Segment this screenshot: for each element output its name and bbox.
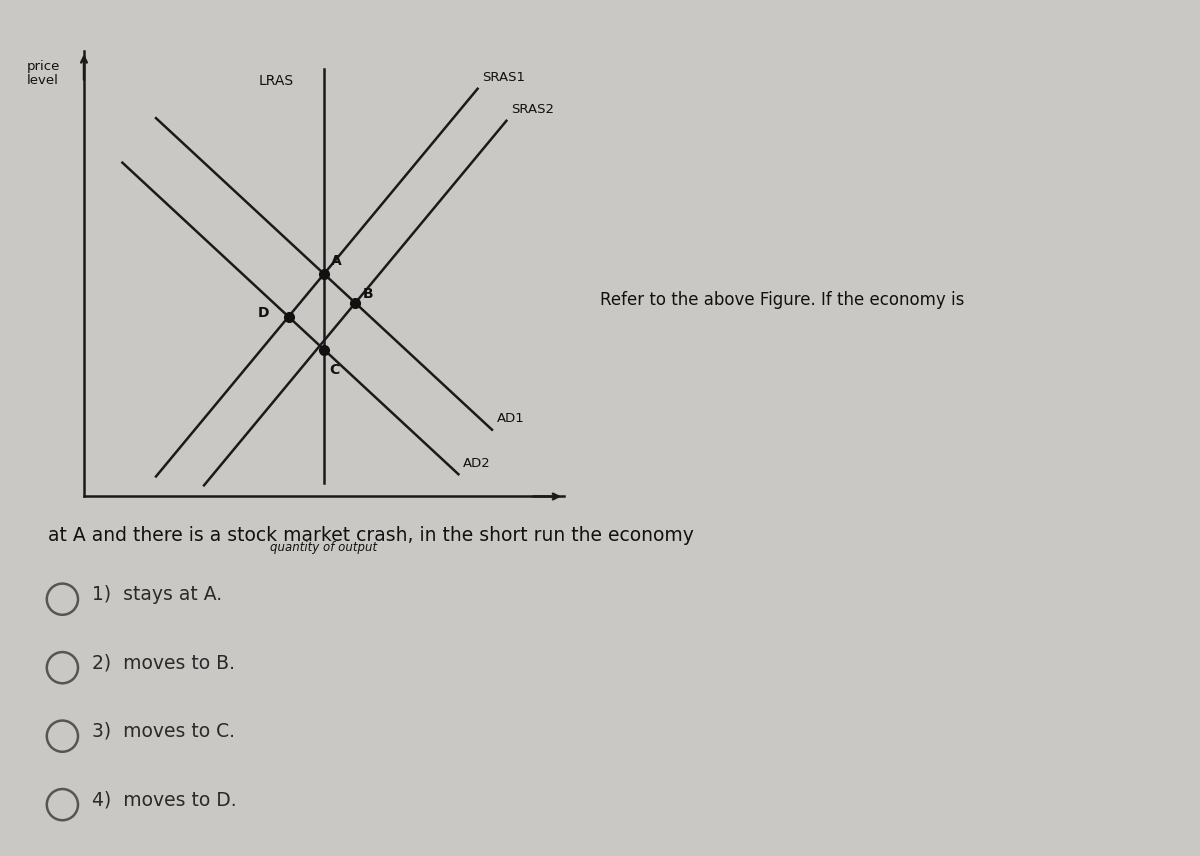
Text: C: C [329, 363, 340, 377]
Text: AD1: AD1 [497, 413, 524, 425]
Text: D: D [257, 306, 269, 319]
Text: 4)  moves to D.: 4) moves to D. [92, 790, 238, 809]
Text: 2)  moves to B.: 2) moves to B. [92, 653, 235, 672]
Text: Refer to the above Figure. If the economy is: Refer to the above Figure. If the econom… [600, 291, 965, 309]
Text: at A and there is a stock market crash, in the short run the economy: at A and there is a stock market crash, … [48, 526, 694, 545]
Text: B: B [362, 288, 373, 301]
Text: AD2: AD2 [463, 457, 491, 470]
Text: LRAS: LRAS [258, 74, 294, 87]
Text: SRAS2: SRAS2 [511, 104, 554, 116]
Text: 3)  moves to C.: 3) moves to C. [92, 722, 235, 740]
Text: 1)  stays at A.: 1) stays at A. [92, 585, 222, 603]
Text: price
level: price level [26, 60, 60, 87]
Text: quantity of output: quantity of output [270, 541, 378, 554]
Text: SRAS1: SRAS1 [482, 71, 526, 84]
Text: A: A [331, 254, 342, 268]
